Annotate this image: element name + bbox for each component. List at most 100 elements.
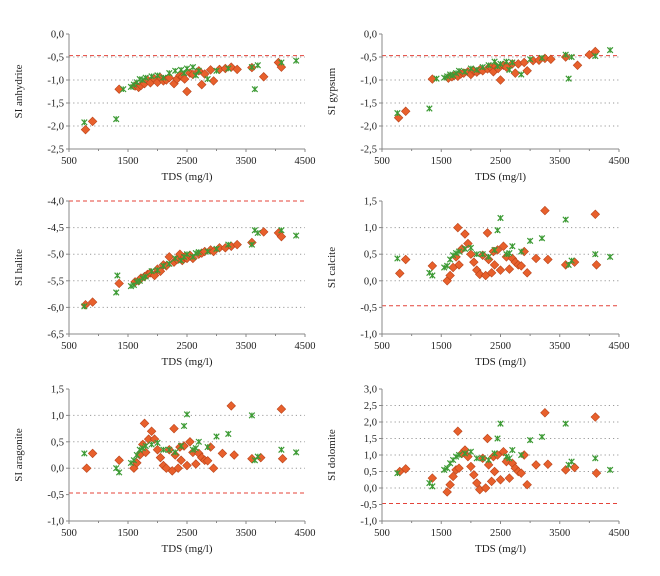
data-point-star xyxy=(160,446,167,453)
data-point-diamond xyxy=(519,57,529,68)
data-point-star xyxy=(142,442,149,450)
y-axis-title: SI calcite xyxy=(326,247,338,288)
data-point-star xyxy=(114,272,121,279)
data-point-diamond xyxy=(229,450,239,460)
data-point-star xyxy=(491,450,498,457)
data-point-star xyxy=(538,54,546,62)
data-point-star xyxy=(509,242,516,250)
x-tick-label: 1500 xyxy=(431,156,452,167)
x-axis-title: TDS (mg/l) xyxy=(161,543,212,555)
data-point-star xyxy=(433,75,440,82)
y-axis-title: SI halite xyxy=(13,249,25,286)
data-point-diamond xyxy=(139,418,150,429)
data-point-diamond xyxy=(114,455,124,466)
data-point-star xyxy=(506,455,513,462)
data-point-star xyxy=(189,63,197,71)
data-point-diamond xyxy=(591,260,602,270)
data-point-star xyxy=(568,53,575,61)
data-point-diamond xyxy=(208,76,219,86)
data-point-star xyxy=(440,466,448,474)
data-point-star xyxy=(195,67,203,75)
data-point-diamond xyxy=(516,261,526,271)
data-point-star xyxy=(461,245,469,253)
data-point-diamond xyxy=(540,205,550,216)
data-point-diamond xyxy=(472,478,482,488)
data-point-star xyxy=(455,248,463,255)
data-point-star xyxy=(142,273,149,280)
data-point-diamond xyxy=(453,222,463,233)
data-point-star xyxy=(491,246,498,254)
data-point-star xyxy=(204,248,211,255)
data-point-star xyxy=(479,455,486,462)
data-point-diamond xyxy=(495,475,506,485)
data-point-star xyxy=(154,72,161,79)
data-point-diamond xyxy=(80,124,91,135)
x-tick-label: 3500 xyxy=(236,341,257,352)
data-point-star xyxy=(503,58,510,65)
data-point-star xyxy=(192,72,200,79)
data-point-star xyxy=(455,67,463,75)
data-point-star xyxy=(473,455,481,462)
y-tick-label: -2,0 xyxy=(47,122,64,133)
y-tick-label: 1,5 xyxy=(364,434,377,445)
data-point-star xyxy=(248,412,256,419)
data-point-diamond xyxy=(531,460,541,470)
y-tick-label: 2,5 xyxy=(364,401,377,412)
data-point-star xyxy=(180,422,188,430)
data-point-diamond xyxy=(173,463,183,473)
data-point-star xyxy=(171,255,179,262)
x-tick-label: 500 xyxy=(61,156,77,167)
data-point-star xyxy=(592,455,599,462)
data-point-diamond xyxy=(486,476,497,487)
data-point-diamond xyxy=(590,412,601,422)
data-point-star xyxy=(177,442,185,450)
data-point-star xyxy=(485,456,492,464)
data-point-diamond xyxy=(202,456,213,466)
data-point-star xyxy=(142,74,149,81)
data-point-diamond xyxy=(277,453,288,464)
data-point-star xyxy=(171,449,179,456)
data-point-diamond xyxy=(522,66,532,76)
data-point-star xyxy=(213,433,220,440)
data-point-star xyxy=(562,420,569,427)
y-tick-label: -2,0 xyxy=(360,122,377,133)
y-tick-label: 1,5 xyxy=(364,197,377,208)
y-tick-label: -5,0 xyxy=(47,250,64,261)
data-point-diamond xyxy=(540,408,550,418)
x-tick-label: 2500 xyxy=(490,341,511,352)
data-point-star xyxy=(120,85,127,93)
data-point-star xyxy=(467,448,475,455)
data-point-star xyxy=(562,216,569,223)
data-point-diamond xyxy=(460,229,470,239)
data-point-star xyxy=(133,451,141,459)
data-point-diamond xyxy=(445,479,455,490)
data-point-star xyxy=(278,446,285,453)
data-point-diamond xyxy=(400,464,411,474)
data-point-diamond xyxy=(489,466,500,477)
y-tick-label: 0,0 xyxy=(364,276,377,287)
data-point-star xyxy=(180,69,188,77)
y-tick-label: 0,5 xyxy=(364,250,377,261)
data-point-diamond xyxy=(448,471,458,482)
y-tick-label: -0,5 xyxy=(360,500,377,511)
data-point-star xyxy=(292,232,300,239)
data-point-diamond xyxy=(197,79,207,90)
x-tick-label: 2500 xyxy=(177,341,198,352)
y-tick-label: -0,5 xyxy=(360,53,377,64)
data-point-star xyxy=(148,441,155,448)
data-point-star xyxy=(562,51,569,58)
x-tick-label: 3500 xyxy=(236,156,257,167)
x-tick-label: 4500 xyxy=(295,156,316,167)
data-point-diamond xyxy=(258,227,269,237)
data-point-star xyxy=(568,257,575,264)
data-point-star xyxy=(225,241,232,248)
data-point-diamond xyxy=(522,479,532,490)
x-tick-label: 500 xyxy=(374,156,390,167)
x-tick-label: 3500 xyxy=(549,156,570,167)
data-point-diamond xyxy=(510,68,521,78)
data-point-star xyxy=(160,74,167,81)
data-point-diamond xyxy=(87,116,98,127)
